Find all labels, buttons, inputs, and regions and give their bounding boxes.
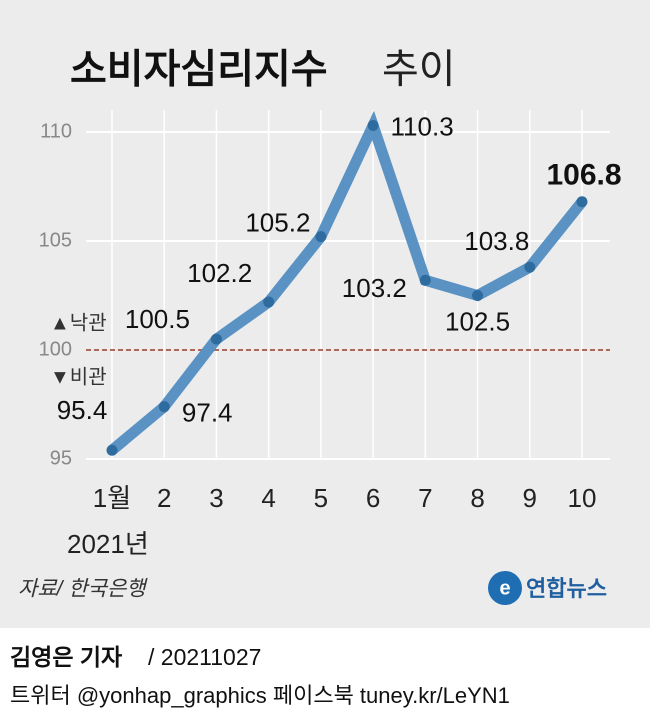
y-tick-label: 100 bbox=[39, 338, 72, 360]
point bbox=[263, 296, 275, 308]
data-label: 103.2 bbox=[342, 273, 407, 303]
x-tick-label: 4 bbox=[261, 483, 275, 513]
x-tick-label: 1월 bbox=[93, 483, 131, 513]
reporter: 김영은 기자 bbox=[10, 644, 122, 670]
source: 자료/ 한국은행 bbox=[18, 578, 148, 601]
x-tick-label: 3 bbox=[209, 483, 223, 513]
point bbox=[158, 401, 170, 413]
x-tick-label: 6 bbox=[366, 483, 380, 513]
x-year-label: 2021년 bbox=[67, 529, 149, 559]
chart-background bbox=[0, 0, 650, 628]
point bbox=[210, 333, 222, 345]
point bbox=[524, 261, 536, 273]
reference-above-label: ▲낙관 bbox=[50, 311, 107, 334]
data-label: 103.8 bbox=[464, 226, 529, 256]
data-label: 95.4 bbox=[57, 395, 108, 425]
footer-background bbox=[0, 628, 650, 716]
x-tick-label: 10 bbox=[568, 483, 597, 513]
logo-icon bbox=[488, 571, 522, 605]
logo-text: 연합뉴스 bbox=[526, 576, 607, 601]
x-tick-label: 5 bbox=[314, 483, 328, 513]
point bbox=[106, 444, 118, 456]
x-tick-label: 9 bbox=[523, 483, 537, 513]
social: 트위터 @yonhap_graphics 페이스북 tuney.kr/LeYN1 bbox=[10, 683, 510, 708]
line bbox=[108, 110, 587, 455]
data-label: 102.5 bbox=[445, 306, 510, 336]
date: / 20211027 bbox=[148, 644, 261, 670]
x-tick-label: 8 bbox=[470, 483, 484, 513]
data-label: 100.5 bbox=[125, 304, 190, 334]
x-tick-label: 7 bbox=[418, 483, 432, 513]
data-label: 106.8 bbox=[546, 159, 621, 192]
data-label: 97.4 bbox=[182, 398, 233, 428]
data-label: 110.3 bbox=[391, 111, 454, 141]
x-tick-label: 2 bbox=[157, 483, 171, 513]
point bbox=[419, 274, 431, 286]
point bbox=[576, 196, 588, 208]
y-tick-label: 105 bbox=[39, 229, 72, 251]
chart-title: 소비자심리지수 bbox=[70, 48, 328, 92]
logo-mark: e bbox=[499, 577, 510, 599]
data-label: 102.2 bbox=[187, 258, 252, 288]
point bbox=[367, 119, 379, 131]
data-label: 105.2 bbox=[245, 208, 310, 238]
point bbox=[315, 231, 327, 243]
y-tick-label: 95 bbox=[50, 447, 72, 469]
point bbox=[472, 290, 484, 301]
reference-below-label: ▼비관 bbox=[50, 365, 107, 388]
y-tick-label: 110 bbox=[40, 120, 72, 142]
chart-title-suffix: 추이 bbox=[382, 48, 456, 92]
